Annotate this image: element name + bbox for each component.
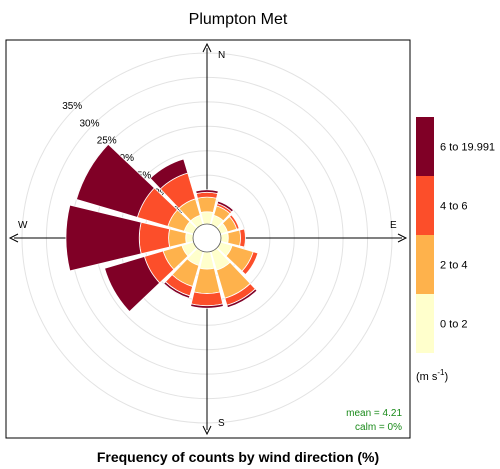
center-hole <box>192 223 222 253</box>
legend-swatch <box>416 176 434 235</box>
legend-swatch <box>416 294 434 353</box>
wedge-segment <box>190 291 224 307</box>
legend-label: 6 to 19.991 <box>440 142 495 154</box>
ring-label: 25% <box>97 136 117 147</box>
legend-unit: (m s-1) <box>416 368 448 383</box>
wedge-segment <box>138 221 171 255</box>
wedge-segment <box>228 214 240 230</box>
wedge-segment <box>226 288 258 309</box>
wedge-segment <box>220 232 229 244</box>
wedge-segment <box>149 158 189 190</box>
west-arrow <box>8 233 19 243</box>
wedge-segment <box>216 200 235 213</box>
mean-label: mean = 4.21 <box>346 408 402 419</box>
ring-label: 20% <box>114 153 134 164</box>
x-axis-label: Frequency of counts by wind direction (%… <box>97 449 379 465</box>
wedge-segment <box>65 204 142 272</box>
wedge-segment <box>193 267 221 294</box>
ring-label: 30% <box>79 119 99 130</box>
wedge-segment <box>196 196 218 213</box>
south-arrow <box>202 425 212 436</box>
wedge-segment <box>227 229 241 247</box>
chart-title: Plumpton Met <box>189 11 288 28</box>
wedge-segment <box>163 281 191 299</box>
legend: 6 to 19.991 4 to 6 2 to 4 0 to 2 <box>416 117 495 353</box>
wedge-segment <box>190 303 224 309</box>
compass-w: W <box>18 220 28 231</box>
wedge-segment <box>185 232 194 244</box>
legend-label: 0 to 2 <box>440 319 468 331</box>
north-arrow <box>202 42 212 53</box>
wind-wedges <box>65 143 259 313</box>
calm-label: calm = 0% <box>355 422 402 433</box>
legend-label: 2 to 4 <box>440 260 468 272</box>
wedge-segment <box>168 228 187 248</box>
wedge-segment <box>75 143 155 218</box>
ring-label: 35% <box>62 101 82 112</box>
legend-swatch <box>416 235 434 294</box>
wedge-segment <box>195 189 219 194</box>
compass-s: S <box>218 418 225 429</box>
legend-swatch <box>416 117 434 176</box>
legend-label: 4 to 6 <box>440 201 468 213</box>
plot-frame <box>5 39 411 439</box>
wedge-segment <box>241 251 259 276</box>
east-arrow <box>397 233 408 243</box>
compass-e: E <box>390 220 397 231</box>
wedge-segment <box>239 228 246 248</box>
compass-n: N <box>218 50 225 61</box>
wedge-segment <box>104 256 161 313</box>
